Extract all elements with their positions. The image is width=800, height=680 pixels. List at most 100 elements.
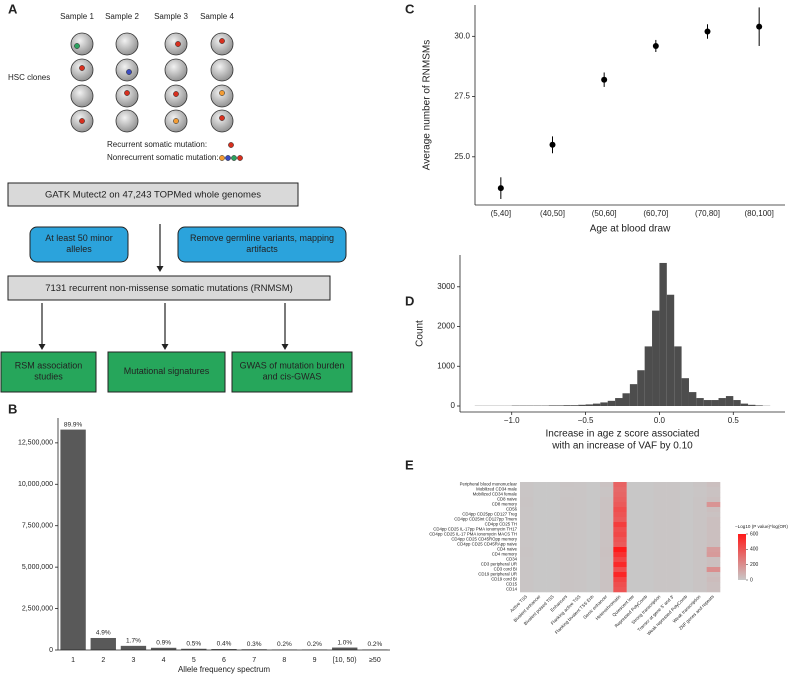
x-tick-label: 1 [71, 657, 75, 664]
heatmap-cell [680, 572, 694, 577]
heatmap-cell [547, 507, 561, 512]
heatmap-cell [627, 582, 641, 587]
heatmap-cell [707, 537, 721, 542]
heatmap-cell [667, 537, 681, 542]
heatmap-cell [600, 507, 614, 512]
heatmap-cell [667, 497, 681, 502]
colorbar-tick-label: 600 [750, 531, 759, 537]
heatmap-cell [640, 582, 654, 587]
heatmap-cell [680, 577, 694, 582]
sample-label: Sample 4 [200, 12, 234, 21]
y-tick-label: 30.0 [454, 31, 470, 40]
x-tick-label: 9 [313, 657, 317, 664]
heatmap-cell [587, 542, 601, 547]
text-line: At least 50 minor [45, 233, 113, 243]
heatmap-cell [520, 552, 534, 557]
heatmap-cell [667, 547, 681, 552]
x-tick-label: 4 [162, 657, 166, 664]
y-tick-label: 3000 [437, 282, 455, 291]
x-tick-label: −1.0 [504, 416, 520, 425]
heatmap-cell [613, 492, 627, 497]
heatmap-cell [560, 507, 574, 512]
heatmap-cell [613, 542, 627, 547]
heatmap-cell [587, 502, 601, 507]
legend-text: Recurrent somatic mutation: [107, 140, 207, 149]
heatmap-cell [627, 512, 641, 517]
row-label: CD14 [506, 587, 518, 592]
arrow-head [282, 344, 289, 350]
y-tick-label: 0 [49, 647, 53, 654]
mutation-dot [79, 65, 84, 70]
heatmap-cell [693, 547, 707, 552]
x-axis-title: Allele frequency spectrum [178, 665, 270, 674]
heatmap-cell [693, 527, 707, 532]
heatmap-cell [613, 552, 627, 557]
heatmap-cell [573, 572, 587, 577]
heatmap-cell [600, 482, 614, 487]
histogram-bar [608, 401, 615, 406]
heatmap-cell [627, 502, 641, 507]
histogram-bar [549, 405, 556, 406]
heatmap-cell [560, 487, 574, 492]
heatmap-cell [520, 547, 534, 552]
histogram-bar [733, 400, 740, 406]
heatmap-cell [627, 507, 641, 512]
heatmap-cell [573, 557, 587, 562]
heatmap-cell [560, 537, 574, 542]
share-label: 1.7% [126, 638, 141, 645]
heatmap-cell [600, 582, 614, 587]
x-tick-label: [10, 50) [333, 657, 357, 664]
hsc-clone [116, 110, 138, 132]
share-label: 0.2% [307, 641, 322, 648]
heatmap-cell [613, 532, 627, 537]
hsc-clone [165, 59, 187, 81]
y-axis-title: Average number of RNMSMs [422, 40, 433, 170]
heatmap-cell [520, 537, 534, 542]
arrow-head [162, 344, 169, 350]
heatmap-cell [693, 532, 707, 537]
heatmap-cell [533, 522, 547, 527]
heatmap-cell [667, 572, 681, 577]
heatmap-cell [680, 587, 694, 592]
histogram-bar [586, 404, 593, 406]
heatmap-cell [573, 577, 587, 582]
heatmap-cell [560, 527, 574, 532]
y-tick-label: 7,500,000 [22, 523, 53, 530]
x-tick-label: (80,100] [744, 209, 773, 218]
heatmap-cell [587, 587, 601, 592]
heatmap-cell [707, 562, 721, 567]
heatmap-cell [667, 517, 681, 522]
heatmap-cell [693, 582, 707, 587]
heatmap-cell [667, 487, 681, 492]
histogram-bar [682, 378, 689, 406]
heatmap-cell [680, 542, 694, 547]
heatmap-cell [680, 527, 694, 532]
heatmap-cell [667, 482, 681, 487]
panel-label: C [405, 1, 415, 16]
heatmap-cell [600, 577, 614, 582]
x-axis-title: Age at blood draw [590, 224, 671, 235]
heatmap-cell [693, 562, 707, 567]
text-line: alleles [66, 244, 92, 254]
x-tick-label: (70,80] [695, 209, 720, 218]
bar [60, 430, 85, 650]
heatmap-cell [600, 547, 614, 552]
y-tick-label: 27.5 [454, 92, 470, 101]
heatmap-cell [693, 517, 707, 522]
heatmap-cell [573, 497, 587, 502]
heatmap-cell [653, 542, 667, 547]
heatmap-cell [520, 502, 534, 507]
heatmap-cell [613, 502, 627, 507]
heatmap-cell [520, 587, 534, 592]
heatmap-cell [707, 527, 721, 532]
heatmap-cell [707, 502, 721, 507]
heatmap-cell [547, 567, 561, 572]
heatmap-cell [640, 522, 654, 527]
heatmap-cell [707, 557, 721, 562]
heatmap-cell [573, 567, 587, 572]
heatmap-cell [640, 537, 654, 542]
heatmap-cell [520, 497, 534, 502]
heatmap-cell [680, 582, 694, 587]
heatmap-cell [640, 517, 654, 522]
histogram-bar [637, 370, 644, 406]
